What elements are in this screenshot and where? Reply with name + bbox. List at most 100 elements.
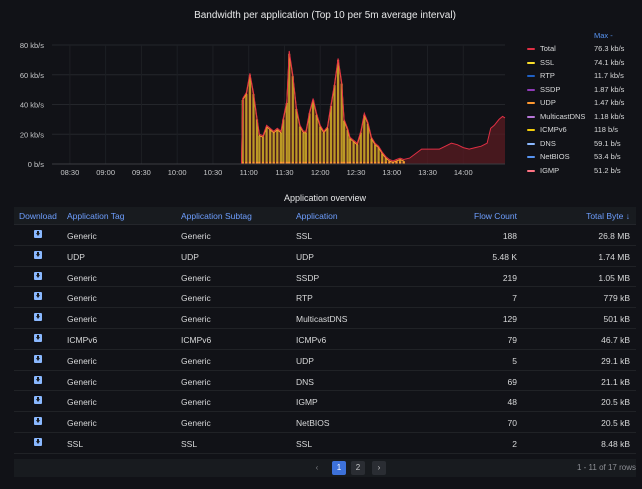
download-icon[interactable] [34,375,42,386]
ssl-bar [319,126,322,164]
series-total-line [52,50,506,165]
legend-item-netbios[interactable]: NetBIOS 53.4 b/s [524,151,642,163]
cell-subtag: Generic [181,293,211,304]
ssl-bar [295,109,298,164]
udp-bar [352,161,355,164]
cell-application: UDP [296,355,314,366]
udp-bar [402,161,405,164]
udp-bar [269,161,272,164]
ssl-bar [288,53,291,164]
cell-tag: ICMPv6 [67,334,98,345]
legend-item-igmp[interactable]: IGMP 51.2 b/s [524,165,642,177]
cell-application: RTP [296,293,313,304]
legend-item-icmpv6[interactable]: ICMPv6 118 b/s [524,124,642,136]
x-tick-label: 12:30 [347,168,366,177]
cell-tag: SSL [67,438,84,449]
download-icon[interactable] [34,313,42,323]
udp-bar [363,161,366,164]
ssl-bar [399,159,402,164]
ssl-bar [276,129,279,164]
legend-max-header[interactable]: Max - [594,31,613,40]
legend-swatch [527,115,535,118]
header-application-subtag[interactable]: Application Subtag [181,211,252,221]
legend-item-udp[interactable]: UDP 1.47 kb/s [524,97,642,109]
ssl-bar [255,119,259,164]
download-icon[interactable] [34,292,42,302]
legend-item-dns[interactable]: DNS 59.1 b/s [524,138,642,150]
legend-name: NetBIOS [540,152,570,161]
x-tick-label: 09:00 [96,168,115,177]
udp-bar [295,161,298,164]
ssl-bar [272,132,275,164]
download-icon[interactable] [34,250,42,261]
legend-swatch [527,88,535,91]
ssl-bar [384,158,387,164]
cell-flow-count: 188 [502,231,517,241]
table-row: UDP UDP UDP 5.48 K 1.74 MB [14,246,636,267]
legend-max: 11.7 kb/s [594,71,624,80]
cell-flow-count: 48 [507,397,517,408]
cell-subtag: UDP [181,251,199,262]
header-total-byte[interactable]: Total Byte ↓ [586,211,630,221]
legend-item-ssl[interactable]: SSL 74.1 kb/s [524,57,642,69]
prev-page-button[interactable]: ‹ [315,463,319,472]
header-application[interactable]: Application [296,211,338,221]
ssl-bar [245,94,248,164]
cell-subtag: Generic [181,376,211,387]
cell-flow-count: 5.48 K [492,251,517,262]
udp-bar [337,161,340,164]
cell-application: SSDP [296,272,320,283]
udp-bar [370,161,373,164]
legend-item-total[interactable]: Total 76.3 kb/s [524,43,642,55]
next-page-button[interactable]: › [372,461,386,475]
udp-bar [343,161,346,164]
udp-bar [245,161,248,164]
udp-bar [302,161,305,164]
download-icon[interactable] [34,271,42,282]
ssl-bar [279,132,282,164]
udp-bar [288,161,291,164]
ssl-bar [269,129,272,164]
cell-tag: Generic [67,272,97,283]
udp-bar [308,161,311,164]
download-icon[interactable] [34,333,42,344]
page-button-1[interactable]: 1 [332,461,346,475]
legend-swatch [527,48,535,50]
header-application-tag[interactable]: Application Tag [67,211,125,221]
download-icon[interactable] [34,354,42,365]
cell-application: ICMPv6 [296,334,327,345]
cell-flow-count: 69 [507,376,517,387]
ssl-bar [352,141,355,164]
ssl-bar [366,123,369,164]
legend-name: SSL [540,57,555,67]
ssl-bar [312,100,315,164]
cell-flow-count: 219 [502,272,517,283]
cell-total-byte: 8.48 kB [601,438,630,449]
cell-tag: Generic [67,231,97,241]
download-icon[interactable] [34,417,42,427]
page-button-2[interactable]: 2 [351,461,365,475]
legend-item-multicastdns[interactable]: MulticastDNS 1.18 kb/s [524,111,642,123]
udp-bar [377,161,380,164]
udp-bar [329,161,333,164]
table-header: Download Application Tag Application Sub… [14,207,636,225]
udp-bar [356,161,359,164]
udp-bar [366,161,369,164]
bandwidth-chart[interactable]: 0 b/s 20 kb/s 40 kb/s 60 kb/s 80 kb/s 08:30 09… [0,0,642,184]
legend-item-ssdp[interactable]: SSDP 1.87 kb/s [524,84,642,96]
ssl-bar [348,138,352,164]
legend-max: 1.87 kb/s [594,84,625,94]
ssl-bar [326,128,329,164]
download-icon[interactable] [34,437,42,448]
legend-item-rtp[interactable]: RTP 11.7 kb/s [524,70,642,82]
udp-bar [346,161,349,164]
x-tick-label: 10:30 [204,168,223,177]
download-icon[interactable] [34,230,42,240]
ssl-bar [304,132,307,164]
cell-total-byte: 20.5 kB [601,397,630,408]
download-icon[interactable] [34,396,42,406]
x-tick-label: 10:00 [168,168,187,177]
x-tick-label: 12:00 [311,168,330,177]
header-flow-count[interactable]: Flow Count [474,211,517,221]
header-download[interactable]: Download [19,211,57,221]
